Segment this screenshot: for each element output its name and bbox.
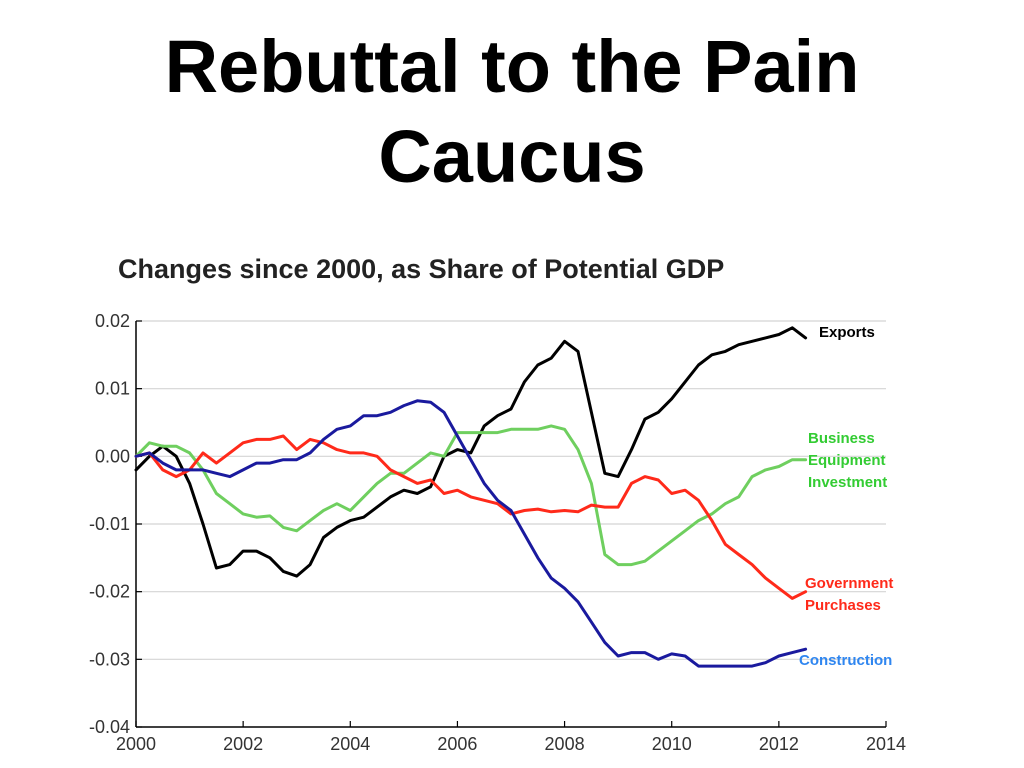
series-label-business-equipment-investment: Equipment <box>808 452 886 469</box>
x-tick-label: 2010 <box>652 734 692 754</box>
series-label-government-purchases: Government <box>805 575 893 592</box>
series-labels: Exports Business Equipment Investment Govern… <box>799 324 893 669</box>
series-label-construction: Construction <box>799 652 892 669</box>
slide-title: Rebuttal to the Pain Caucus <box>0 22 1024 202</box>
x-tick-label: 2004 <box>330 734 370 754</box>
series-label-exports: Exports <box>819 324 875 341</box>
series-label-business-equipment-investment: Investment <box>808 474 887 491</box>
y-tick-label: 0.02 <box>95 311 130 331</box>
series-label-government-purchases: Purchases <box>805 597 881 614</box>
series-group <box>134 326 808 668</box>
grid-lines <box>136 320 886 660</box>
x-tick-label: 2014 <box>866 734 906 754</box>
series-label-business-equipment-investment: Business <box>808 430 875 447</box>
y-tick-label: -0.03 <box>89 649 130 669</box>
x-tick-label: 2000 <box>116 734 156 754</box>
x-tick-label: 2008 <box>545 734 585 754</box>
y-axis-ticks: 0.02 0.01 0.00 -0.01 -0.02 -0.03 -0.04 <box>89 311 142 737</box>
series-line-business-equipment-investment <box>134 424 808 567</box>
x-tick-label: 2002 <box>223 734 263 754</box>
y-tick-label: 0.01 <box>95 379 130 399</box>
y-tick-label: 0.00 <box>95 446 130 466</box>
x-tick-label: 2006 <box>437 734 477 754</box>
y-tick-label: -0.01 <box>89 514 130 534</box>
series-line-government-purchases <box>134 434 808 600</box>
chart-title: Changes since 2000, as Share of Potentia… <box>118 254 724 284</box>
x-tick-label: 2012 <box>759 734 799 754</box>
series-line-construction <box>134 399 808 668</box>
y-tick-label: -0.04 <box>89 717 130 737</box>
x-axis-ticks: 2000 2002 2004 2006 2008 2010 2012 2014 <box>116 721 906 754</box>
slide-title-line-2: Caucus <box>378 115 646 198</box>
series-line-exports <box>134 326 808 578</box>
y-tick-label: -0.02 <box>89 582 130 602</box>
slide-title-line-1: Rebuttal to the Pain <box>164 25 860 108</box>
